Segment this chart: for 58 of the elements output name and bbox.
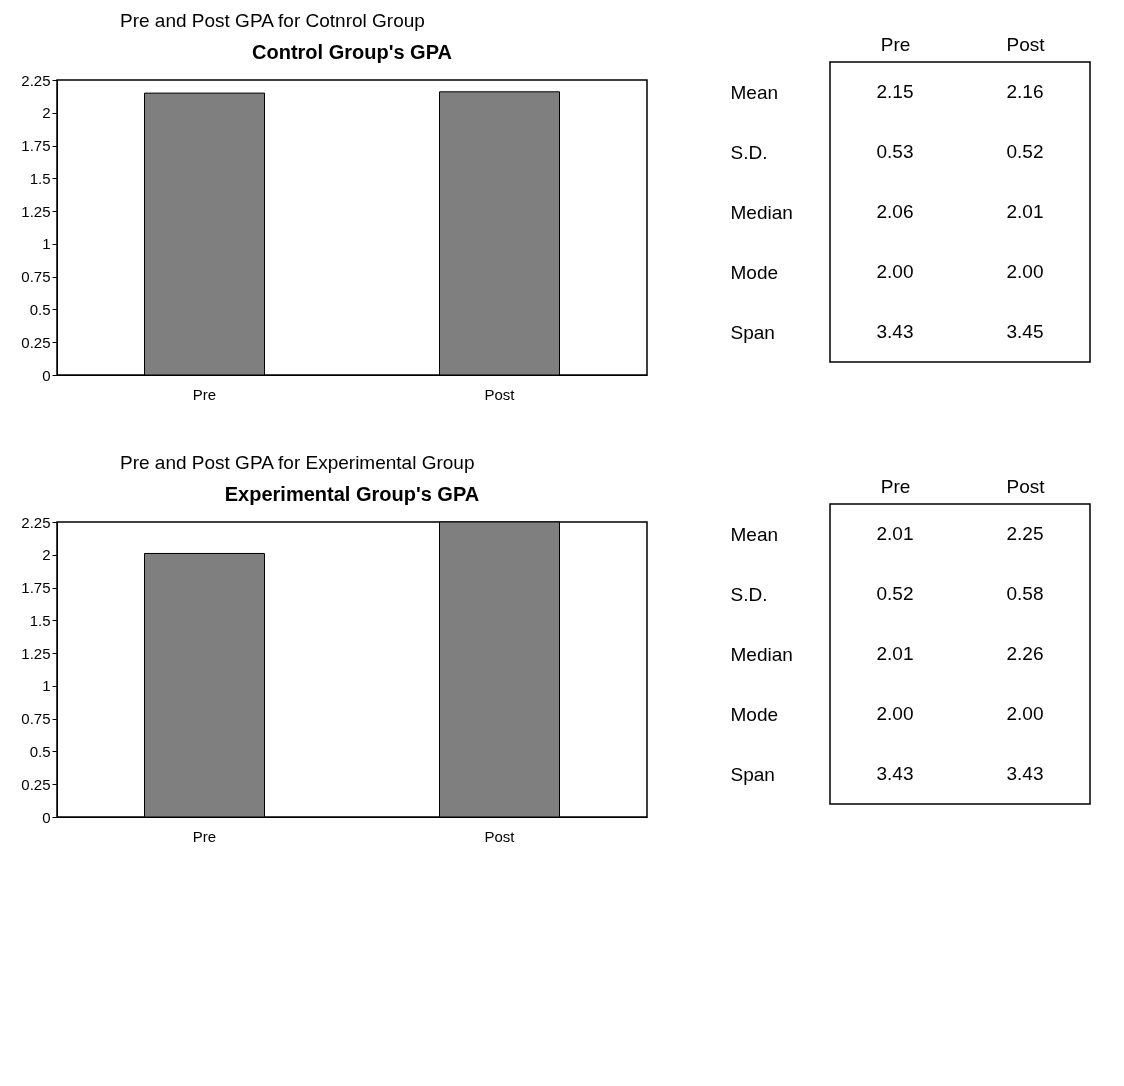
- y-tick-label: 0: [42, 366, 51, 384]
- category-label: Mode: [730, 261, 779, 283]
- category-label: Span: [730, 321, 775, 343]
- y-tick-label: 1.25: [21, 644, 51, 662]
- y-tick-label: 1.5: [29, 611, 51, 629]
- y-tick-label: 2.25: [21, 513, 51, 531]
- category-label: Post: [1006, 33, 1046, 55]
- text: 2.25: [1006, 523, 1044, 544]
- text: 2.06: [876, 201, 914, 222]
- chart-title: Control Group's GPA: [252, 41, 452, 63]
- text: 2.01: [1006, 201, 1044, 222]
- text: 0.52: [876, 583, 914, 604]
- y-tick-label: 2: [42, 104, 51, 122]
- text: 2.26: [1006, 643, 1044, 664]
- text: 2.00: [1006, 703, 1044, 724]
- category-label: S.D.: [730, 583, 768, 605]
- category-label: Post: [1006, 475, 1046, 497]
- y-tick-label: 0.5: [29, 742, 51, 760]
- text: 2.16: [1006, 81, 1044, 102]
- y-tick-label: 0.25: [21, 775, 51, 793]
- category-label: Span: [730, 763, 775, 785]
- y-tick-label: 1.25: [21, 202, 51, 220]
- category-label: Mean: [730, 523, 779, 545]
- text: 0.58: [1006, 583, 1044, 604]
- text: 0.52: [1006, 141, 1044, 162]
- text: 3.43: [876, 763, 914, 784]
- category-label: Pre: [880, 475, 911, 497]
- y-tick-label: 1: [42, 235, 51, 253]
- category-label: Median: [730, 201, 793, 223]
- text: 2.00: [1006, 261, 1044, 282]
- category-label: Median: [730, 643, 793, 665]
- y-tick-label: 1: [42, 677, 51, 695]
- text: Pre and Post GPA for Experimental Group: [120, 452, 476, 474]
- y-tick-label: 0.25: [21, 333, 51, 351]
- text: 2.00: [876, 703, 914, 724]
- y-tick-label: 2.25: [21, 71, 51, 89]
- text: 2.01: [876, 523, 914, 544]
- text: 2.00: [876, 261, 914, 282]
- y-tick-label: 0.5: [29, 300, 51, 318]
- text: 2.01: [876, 643, 914, 664]
- text: 2.15: [876, 81, 914, 102]
- chart-title: Experimental Group's GPA: [224, 483, 480, 505]
- y-tick-label: 0: [42, 808, 51, 826]
- text: 3.43: [1006, 763, 1044, 784]
- y-tick-label: 0.75: [21, 710, 51, 728]
- y-tick-label: 1.5: [29, 169, 51, 187]
- text: 0.53: [876, 141, 914, 162]
- text: 3.43: [876, 321, 914, 342]
- category-label: Mode: [730, 703, 779, 725]
- category-label: S.D.: [730, 141, 768, 163]
- category-label: Mean: [730, 81, 779, 103]
- text: Pre and Post GPA for Cotnrol Group: [120, 10, 426, 32]
- y-tick-label: 1.75: [21, 579, 51, 597]
- text: 3.45: [1006, 321, 1044, 342]
- y-tick-label: 2: [42, 546, 51, 564]
- y-tick-label: 0.75: [21, 268, 51, 286]
- category-label: Pre: [880, 33, 911, 55]
- y-tick-label: 1.75: [21, 137, 51, 155]
